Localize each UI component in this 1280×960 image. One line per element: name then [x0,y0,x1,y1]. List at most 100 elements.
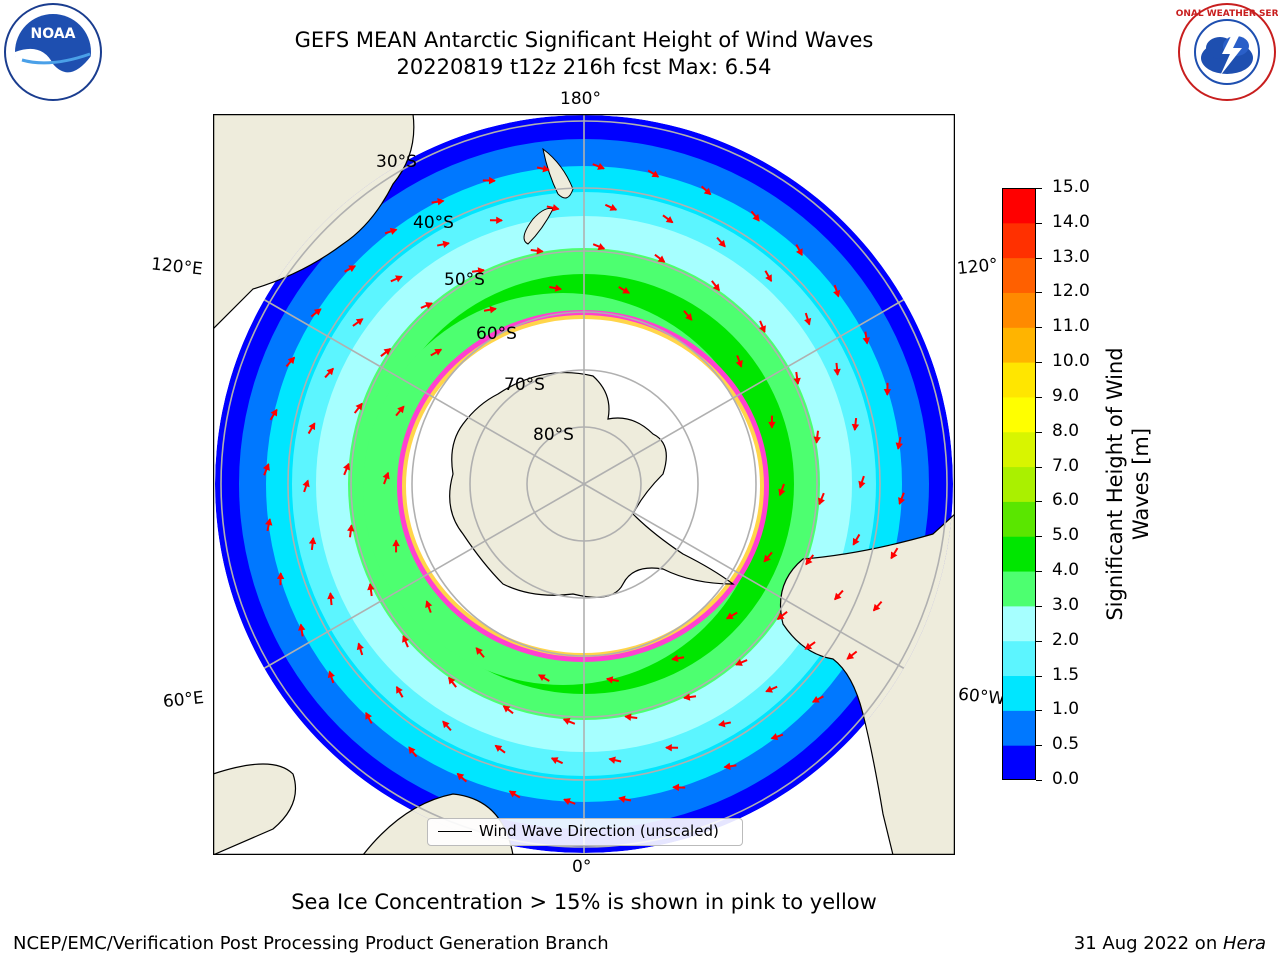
colorbar-tick-mark [1036,745,1042,747]
colorbar-tick-label: 5.0 [1052,525,1080,546]
wind-arrow-head [703,187,712,196]
colorbar-tick-label: 1.0 [1052,699,1080,720]
wind-arrows [262,162,906,806]
wind-arrow-head [347,524,355,532]
land-africa [213,763,297,855]
footer-date-text: 31 Aug 2022 on [1073,933,1223,954]
wind-arrow-head [298,623,306,631]
colorbar-tick-mark [1036,257,1042,259]
colorbar-tick-label: 7.0 [1052,455,1080,476]
wind-arrow-head [796,248,803,257]
label-60e: 60°E [162,687,205,713]
colorbar-segment [1002,536,1036,572]
colorbar-tick-mark [1036,327,1042,329]
colorbar-tick-label: 1.5 [1052,664,1080,685]
label-0: 0° [572,857,592,877]
polar-map [213,114,955,855]
colorbar-segment [1002,292,1036,328]
colorbar-tick-label: 2.0 [1052,629,1080,650]
wind-arrow-head [672,783,680,792]
wind-arrow-head [725,612,734,620]
colorbar-tick-label: 0.5 [1052,734,1080,755]
wind-arrow-head [846,652,855,660]
colorbar-tick-label: 15.0 [1052,177,1090,197]
colorbar-tick-label: 14.0 [1052,211,1090,232]
colorbar-tick-mark [1036,362,1042,364]
wind-arrow-head [262,463,270,471]
wind-arrow-head [442,240,450,248]
colorbar-segment [1002,257,1036,293]
colorbar-segment [1002,188,1036,224]
wind-arrow-head [770,733,779,741]
wind-arrow-head [811,696,820,703]
colorbar-tick-mark [1036,710,1042,712]
wind-arrow-head [392,539,400,547]
wind-arrow-head [270,408,278,417]
lat-60s: 60°S [476,324,517,344]
colorbar-segment [1002,605,1036,642]
wind-arrow-head [752,213,760,222]
wind-arrow-head [723,762,731,770]
wind-arrow-head [657,255,666,263]
wind-arrow-head [813,436,821,444]
wind-arrow-head [671,654,679,662]
wind-arrow-head [763,554,771,563]
colorbar-tick-mark [1036,536,1042,538]
wind-arrow-head [326,367,334,376]
wind-arrow-head [287,356,296,365]
colorbar-tick-label: 12.0 [1052,281,1090,302]
wind-arrow-head [494,744,503,752]
label-60w: 60°W [957,684,1006,710]
wind-arrow-head [383,348,392,356]
colorbar-segment [1002,222,1036,259]
wind-arrow-head [618,795,626,803]
wind-arrow-head [356,642,364,651]
colorbar-segment [1002,466,1036,502]
wind-arrow-head [563,798,571,806]
wind-arrow-head [542,165,550,173]
wind-arrow-head [536,247,544,255]
wind-arrow-head [477,267,485,275]
wind-arrow-head [265,518,273,526]
wind-arrow-head [395,275,403,283]
colorbar-tick-label: 0.0 [1052,769,1080,789]
wind-arrow-head [898,497,906,505]
wind-arrow-head [442,720,450,729]
footer-date: 31 Aug 2022 on Hera [1074,933,1266,954]
wind-arrow-head [488,176,496,185]
wind-arrow-head [872,603,881,612]
wind-arrow-head [778,488,786,497]
wind-arrow-head [605,676,614,684]
wind-arrow-head [396,685,403,694]
wind-arrow-head [456,772,465,781]
wind-arrow-head [624,713,632,721]
colorbar-tick-mark [1036,640,1042,642]
wind-arrow-head [408,746,416,755]
wind-arrow-head [402,635,409,643]
colorbar-tick-mark [1036,431,1042,433]
wind-arrow-head [597,243,606,250]
colorbar-segment [1002,362,1036,398]
wind-arrow-head [537,674,546,682]
wind-arrow-head [759,325,766,333]
legend-text: Wind Wave Direction (unscaled) [479,822,719,840]
wind-arrow-head [448,676,456,685]
footer-system: Hera [1222,933,1266,954]
wind-arrow-head [425,600,433,608]
colorbar-tick-label: 10.0 [1052,351,1090,372]
colorbar-segment [1002,710,1036,746]
wind-arrow-head [851,423,860,432]
wind-arrow-head [683,693,691,701]
wind-arrow-head [355,318,364,326]
map-legend: Wind Wave Direction (unscaled) [427,818,743,846]
colorbar [1002,188,1036,780]
colorbar-tick-label: 8.0 [1052,420,1080,441]
wind-arrow-head [313,308,322,316]
wind-arrow-head [818,497,825,506]
wind-arrow-head [665,216,674,224]
colorbar-segment [1002,396,1036,433]
wind-arrow-head [804,642,813,650]
wind-arrow-head [858,480,866,489]
wind-arrow-head [793,377,801,385]
colorbar-tick-label: 9.0 [1052,385,1080,406]
